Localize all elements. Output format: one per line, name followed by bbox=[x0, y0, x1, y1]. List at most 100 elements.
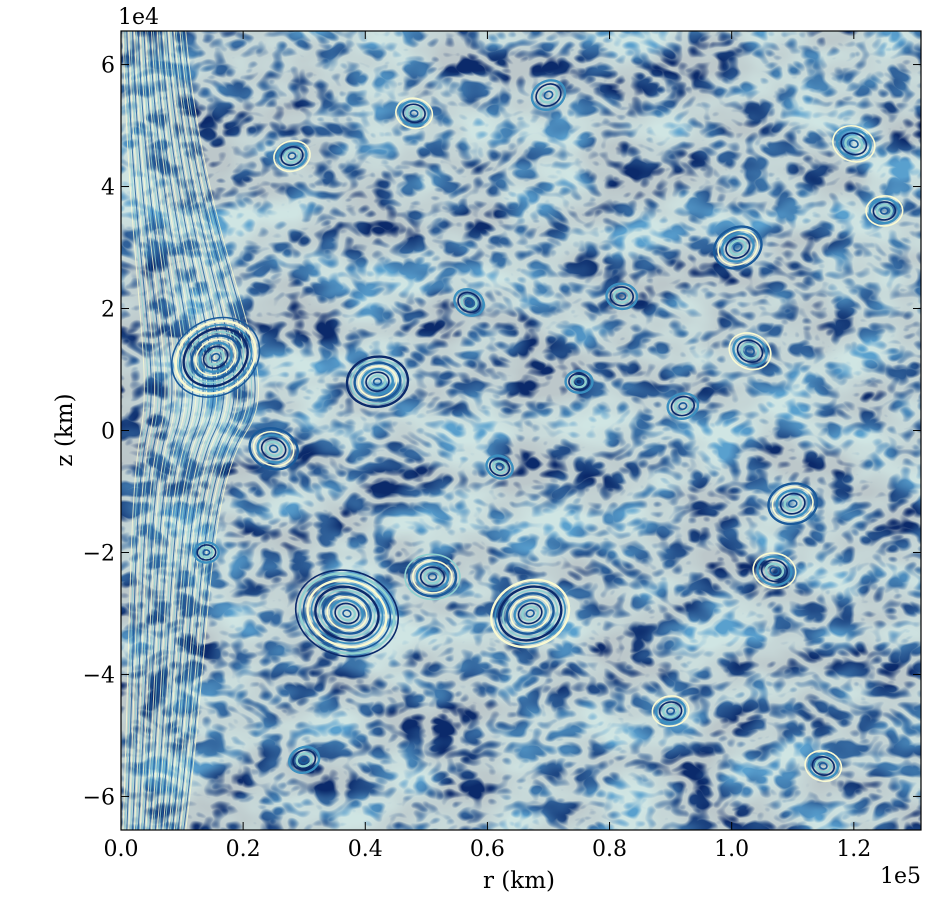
vortex-ring bbox=[202, 345, 229, 369]
plot-area bbox=[121, 31, 921, 830]
vortex-ring bbox=[248, 427, 299, 471]
vortex-ring bbox=[771, 486, 814, 522]
vortex-ring bbox=[605, 282, 639, 311]
vortex-ring bbox=[276, 142, 308, 170]
vortex-ring bbox=[728, 239, 747, 256]
streamline bbox=[151, 31, 197, 830]
vortex-ring bbox=[342, 609, 352, 618]
vortex-ring bbox=[198, 341, 233, 373]
vortex-ring bbox=[395, 97, 434, 130]
streamline bbox=[171, 31, 235, 830]
vortex-ring bbox=[287, 152, 297, 160]
vortex bbox=[345, 355, 410, 409]
vortex-ring bbox=[617, 292, 627, 301]
vortex bbox=[288, 745, 321, 774]
vortex-ring bbox=[736, 339, 764, 363]
vortex-ring bbox=[509, 595, 551, 632]
streamline bbox=[133, 31, 166, 830]
vortex-ring bbox=[174, 319, 257, 395]
vortex bbox=[564, 369, 594, 394]
streamline bbox=[162, 31, 218, 830]
vortex-ring bbox=[787, 499, 798, 508]
x-axis-multiplier: 1e5 bbox=[880, 864, 921, 889]
vortex-ring bbox=[662, 703, 680, 719]
x-axis-ticks: 0.0 0.2 0.4 0.6 0.8 1.0 1.2 bbox=[104, 31, 871, 862]
vortex-ring bbox=[329, 598, 364, 629]
vortex-ring bbox=[875, 203, 893, 219]
streamline bbox=[149, 31, 194, 830]
vortex-ring bbox=[464, 298, 474, 307]
vortex-ring bbox=[186, 331, 245, 384]
x-axis-label: r (km) bbox=[483, 868, 555, 894]
vortex-ring bbox=[402, 103, 426, 124]
vortex-ring bbox=[345, 355, 410, 409]
vortex-ring bbox=[485, 454, 514, 480]
vortex-ring bbox=[848, 139, 859, 149]
vortex-ring bbox=[405, 106, 423, 121]
streamline bbox=[124, 31, 149, 830]
vortex-ring bbox=[879, 207, 889, 215]
vortex-ring bbox=[368, 374, 387, 390]
vortex-ring bbox=[256, 433, 291, 464]
vortex-ring bbox=[302, 576, 392, 651]
vortex-ring bbox=[407, 556, 458, 598]
vortex-ring bbox=[202, 549, 211, 556]
vortex-ring bbox=[310, 582, 384, 645]
vortex-ring bbox=[365, 371, 390, 392]
vortex-ring bbox=[453, 287, 485, 317]
vortex-ring bbox=[280, 146, 304, 167]
streamline bbox=[137, 31, 173, 830]
vortex-ring bbox=[717, 229, 759, 266]
vortex-ring bbox=[571, 374, 587, 389]
streamline bbox=[168, 31, 228, 830]
vortex-ring bbox=[769, 566, 780, 576]
vortex bbox=[248, 427, 299, 471]
streamline bbox=[139, 31, 176, 830]
vortex-ring bbox=[728, 332, 772, 371]
vortex-ring bbox=[752, 552, 797, 590]
vortex bbox=[712, 225, 763, 270]
vortex bbox=[804, 749, 843, 783]
vortex-ring bbox=[194, 338, 237, 377]
vortex-ring bbox=[783, 495, 803, 512]
vortex-ring bbox=[457, 291, 481, 314]
vortex-ring bbox=[612, 288, 631, 304]
vortex bbox=[865, 195, 904, 227]
vortex-ring bbox=[273, 139, 311, 173]
vortex-ring bbox=[260, 437, 287, 460]
streamline bbox=[122, 31, 145, 830]
vortex-ring bbox=[419, 566, 446, 588]
vortex bbox=[666, 392, 700, 420]
vortex bbox=[832, 125, 876, 163]
vortex-ring bbox=[404, 553, 461, 601]
streamline bbox=[179, 31, 249, 830]
streamline bbox=[135, 31, 170, 830]
vortex-ring bbox=[398, 100, 430, 127]
vortex-ring bbox=[427, 572, 438, 581]
vortex-ring bbox=[178, 323, 253, 391]
vortex-ring bbox=[725, 236, 751, 259]
vortex bbox=[530, 79, 567, 111]
vortex bbox=[485, 454, 514, 480]
streamline bbox=[158, 31, 211, 830]
vortex-ring bbox=[497, 585, 563, 642]
vortex-ring bbox=[568, 372, 590, 391]
vortex-ring bbox=[460, 294, 478, 311]
streamline bbox=[181, 31, 253, 830]
streamline bbox=[185, 31, 260, 830]
vortex-ring bbox=[525, 609, 535, 618]
vortex-ring bbox=[170, 316, 261, 398]
vortex-ring bbox=[651, 695, 690, 727]
y-tick-label: −6 bbox=[83, 785, 115, 810]
vortex-ring bbox=[505, 592, 555, 635]
vortex bbox=[453, 287, 485, 317]
vortex-ring bbox=[872, 201, 897, 221]
streamline bbox=[145, 31, 187, 830]
x-tick-label: 0.4 bbox=[348, 837, 383, 862]
vortex-ring bbox=[811, 755, 835, 776]
streamline bbox=[164, 31, 221, 830]
vortex-ring bbox=[658, 701, 683, 721]
vortex-ring bbox=[490, 578, 571, 649]
vortex-ring bbox=[513, 598, 547, 629]
